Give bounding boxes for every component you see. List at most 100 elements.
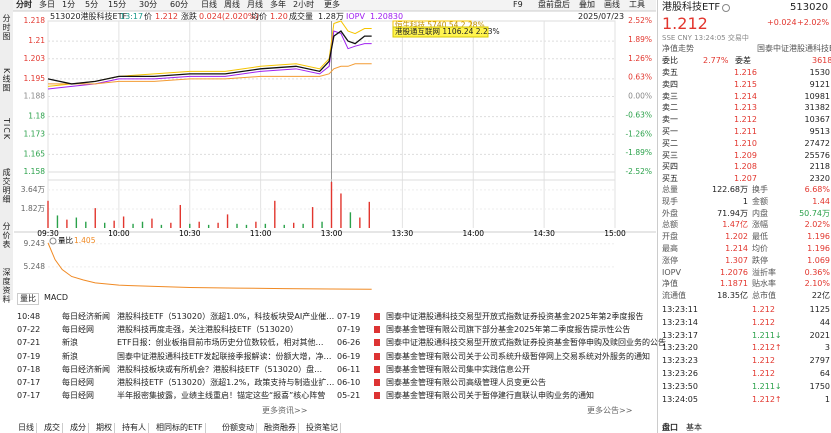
bottom-tab[interactable]: 日线 (16, 423, 37, 433)
toolbar-tab[interactable]: 更多 (324, 0, 340, 9)
header-iopv: 1.20830 (370, 12, 404, 21)
fund-name: 国泰中证港股通科技ETF (757, 44, 831, 53)
header-code-name: 513020港股科技ETF (50, 12, 128, 21)
bottom-tab[interactable]: 成交 (42, 423, 63, 433)
chart-area: 1.218 1.21 1.203 1.195 1.188 1.18 1.173 1.165 1.… (0, 0, 656, 300)
bottom-tab[interactable]: 成分 (68, 423, 89, 433)
volume-bar (217, 222, 219, 228)
bottom-tab[interactable]: 投资笔记 (304, 423, 341, 433)
side-tab[interactable]: TICK (2, 118, 11, 141)
news-source: 每日经网 (62, 378, 94, 387)
news-title[interactable]: 港股科技再度走强，关注港股科技ETF（513020） (117, 325, 299, 335)
panel-tab[interactable]: 基本 (686, 423, 702, 432)
news-more[interactable]: 更多资讯>> (262, 406, 308, 415)
volume-bar (311, 207, 314, 228)
news-time: 07-17 (17, 378, 41, 387)
toolbar-tab[interactable]: 月线 (247, 0, 263, 9)
toolbar-tab[interactable]: 多年 (270, 0, 286, 9)
side-tab[interactable]: K线图 (2, 68, 11, 93)
notice-time: 06-10 (337, 378, 361, 387)
volume-bar (94, 208, 96, 228)
news-title[interactable]: 港股科技ETF（513020）涨超1.0%，科技板块受AI产业催… (117, 312, 335, 321)
notice-title[interactable]: 国泰中证港股通科技交易型开放式指数证券投资基金暂停申购及赎回业务的公告 (386, 338, 666, 348)
toolbar-tab[interactable]: 30分 (139, 0, 158, 9)
toolbar-tab[interactable]: 多日 (39, 0, 55, 9)
x-tick-label: 14:30 (533, 229, 555, 238)
annotation: 港股通互联网 1106.24 2.23% (395, 26, 500, 36)
notice-title[interactable]: 国泰基金管理有限公司集中实践信息公开 (386, 364, 530, 374)
news-title[interactable]: 港股科技板块或有所机会？港股科技ETF（513020）盘… (117, 364, 323, 374)
toolbar-button[interactable]: 工具 (629, 0, 645, 9)
side-tab[interactable]: 成交明细 (2, 168, 11, 204)
y-tick-label: 1.18 (28, 112, 45, 121)
side-tab[interactable]: 深度资料 (2, 268, 11, 304)
y2-tick-label: 0.63% (628, 73, 652, 82)
bottom-tab[interactable]: 相同标的ETF (154, 423, 206, 433)
pdf-icon (374, 392, 380, 400)
sub-tab[interactable]: 量比 (17, 293, 39, 305)
y-tick-label: 1.165 (24, 149, 46, 158)
news-title[interactable]: 港股科技ETF（513020）涨超1.2%，政策支持与制造业扩… (117, 378, 335, 387)
toolbar-tab[interactable]: 60分 (170, 0, 189, 9)
notice-title[interactable]: 国泰中证港股通科技交易型开放式指数证券投资基金2025年第2季度报告 (386, 312, 644, 321)
toolbar-button[interactable]: 叠加 (579, 0, 595, 9)
toolbar-tab[interactable]: 分时 (16, 0, 32, 9)
stat-label: 均价 (752, 244, 768, 253)
toolbar-tab[interactable]: 1分 (62, 0, 76, 9)
news-source: 每日经网 (62, 325, 94, 335)
toolbar-button[interactable]: 画线 (604, 0, 620, 9)
header-vol: 1.28万 (318, 12, 344, 21)
stat-value: 1.202 (725, 232, 748, 242)
y-tick-label: 9.243 (24, 239, 46, 248)
notice-title[interactable]: 国泰基金管理有限公司关于暂停建行直联认申购业务的通知 (386, 391, 594, 401)
notice-title[interactable]: 国泰基金管理有限公司高级管理人员变更公告 (386, 378, 546, 387)
panel-tab[interactable]: 盘口 (662, 423, 678, 432)
bottom-tab[interactable]: 持有人 (120, 423, 149, 433)
bottom-tab[interactable]: 份额变动 (220, 423, 257, 433)
stat-value: 1.2076 (720, 267, 748, 277)
volume-bar (160, 224, 163, 228)
header-date: 2025/07/23 (578, 12, 625, 21)
bottom-tab[interactable]: 期权 (94, 423, 115, 433)
quote-pct: +2.02% (797, 18, 830, 27)
notice-time: 07-19 (337, 325, 361, 335)
volume-bar (141, 221, 144, 228)
news-time: 07-18 (17, 364, 41, 374)
news-source: 每日经济新闻 (62, 364, 110, 374)
sub-tab[interactable]: MACD (44, 293, 68, 302)
notice-more[interactable]: 更多公告>> (587, 406, 633, 415)
volume-bar (283, 224, 285, 228)
toolbar-button[interactable]: F9 (513, 0, 523, 9)
notice-title[interactable]: 国泰基金管理有限公司旗下部分基金2025年第二季度报告提示性公告 (386, 325, 631, 335)
x-tick-label: 13:30 (392, 229, 414, 238)
y2-tick-label: -1.89% (625, 148, 652, 157)
bottom-tab[interactable]: 融资融券 (262, 423, 299, 433)
toolbar-tab[interactable]: 2小时 (293, 0, 315, 9)
trade-price: 1.212 (752, 305, 775, 314)
trade-volume: 1125 (809, 305, 830, 314)
volume-bar (47, 200, 49, 228)
stat-label: 开盘 (662, 232, 678, 242)
book-level: 卖四 (662, 79, 678, 89)
toolbar-button[interactable]: 盘前盘后 (538, 0, 570, 9)
stat-label: 外盘 (662, 208, 678, 218)
stat-value: 6.68% (804, 185, 830, 194)
toolbar-tab[interactable]: 15分 (108, 0, 127, 9)
toolbar-tab[interactable]: 日线 (201, 0, 217, 9)
book-level: 买二 (662, 138, 678, 148)
news-title[interactable]: 国泰中证港股通科技ETF发起联接季报解读：份额大增，净… (117, 351, 332, 361)
notice-title[interactable]: 国泰基金管理有限公司关于公司系统升级暂停网上交易系统对外服务的通知 (386, 351, 650, 361)
toolbar-tab[interactable]: 5分 (85, 0, 99, 9)
news-title[interactable]: ETF日报：创业板指目前市场历史分位数较低，相对其他… (117, 338, 324, 348)
toolbar-tab[interactable]: 周线 (224, 0, 240, 9)
nav-tab[interactable]: 净值走势 (662, 44, 694, 53)
book-volume: 31382 (804, 103, 830, 113)
side-tab[interactable]: 分时图 (2, 14, 11, 41)
y-tick-label: 1.188 (24, 92, 46, 101)
stat-label: 内盘 (752, 208, 768, 218)
book-price: 1.216 (734, 68, 757, 77)
side-tab[interactable]: 分价表 (2, 222, 11, 249)
news-title[interactable]: 半年报密集披露，业绩主线重启！锚定这些“报喜”核心阵营 (117, 391, 326, 401)
book-level: 卖一 (662, 115, 678, 125)
